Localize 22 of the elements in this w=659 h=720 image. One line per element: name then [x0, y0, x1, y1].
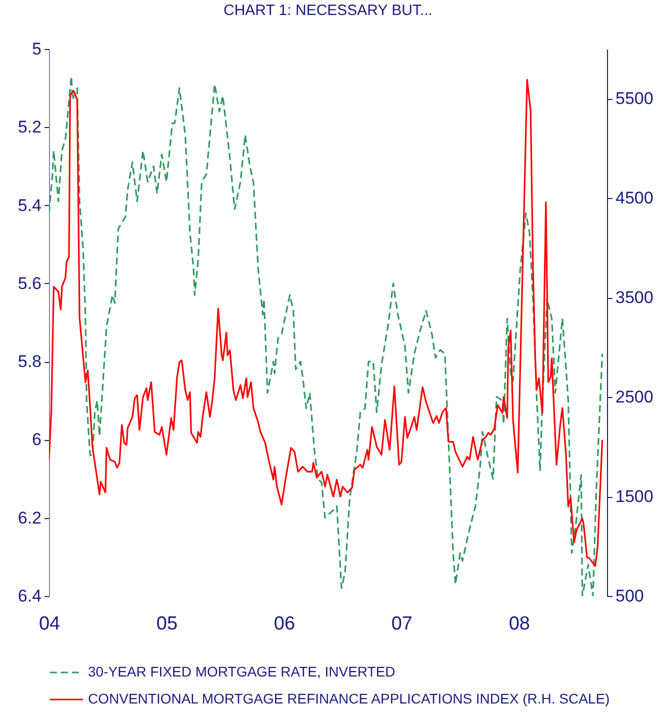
x-tick-label: 06 — [274, 614, 296, 634]
x-tick-label: 08 — [508, 614, 530, 634]
y2-tick-label: 500 — [616, 586, 644, 606]
x-tick-label: 07 — [391, 614, 412, 634]
y-tick-label: 5.2 — [18, 118, 42, 137]
y2-tick-label: 5500 — [616, 89, 654, 108]
y-tick-label: 6 — [32, 430, 42, 450]
y2-tick-label: 2500 — [616, 388, 654, 407]
x-tick-label: 04 — [38, 614, 60, 634]
legend-label: 30-YEAR FIXED MORTGAGE RATE, INVERTED — [88, 664, 396, 680]
x-tick-label: 05 — [156, 614, 178, 634]
y-tick-label: 5 — [32, 40, 42, 58]
y-tick-label: 5.4 — [18, 196, 42, 215]
legend-label: CONVENTIONAL MORTGAGE REFINANCE APPLICATIONS INDEX (R.H. SCALE) — [88, 690, 610, 706]
y-tick-label: 6.2 — [18, 508, 42, 528]
chart-title: CHART 1: NECESSARY BUT... — [224, 2, 432, 19]
y-tick-label: 6.4 — [18, 586, 42, 606]
y2-tick-label: 3500 — [616, 288, 654, 308]
y2-tick-label: 4500 — [616, 188, 654, 208]
y2-tick-label: 1500 — [616, 487, 654, 506]
y-tick-label: 5.6 — [18, 274, 42, 293]
y-tick-label: 5.8 — [18, 352, 42, 372]
